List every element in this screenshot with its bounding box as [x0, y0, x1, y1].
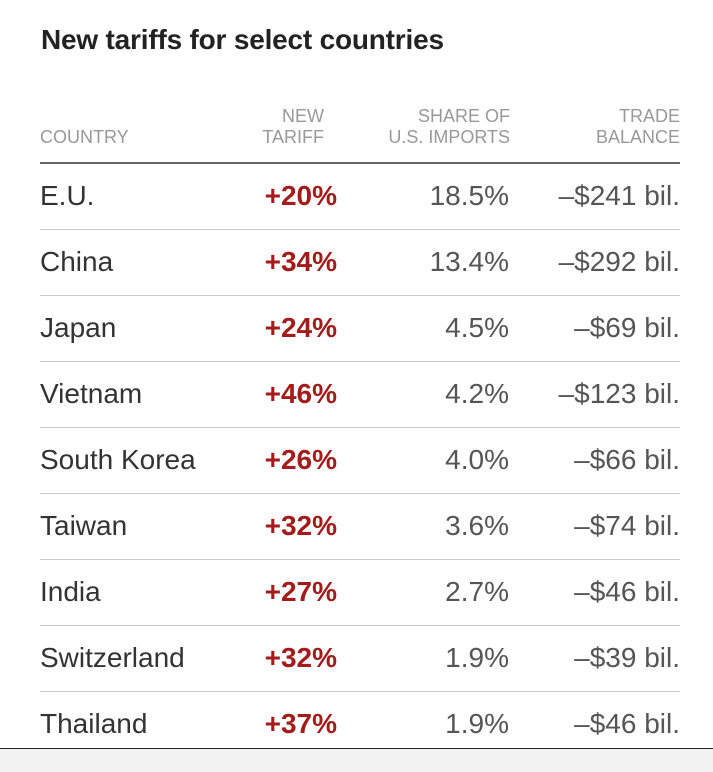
import-share-cell: 3.6%	[445, 510, 509, 541]
table-header: COUNTRY NEW TARIFF SHARE OF U.S. IMPORTS…	[40, 106, 680, 164]
header-new-tariff: NEW TARIFF	[262, 106, 324, 147]
trade-balance-cell: –$123 bil.	[558, 378, 680, 409]
header-trade-balance: TRADE BALANCE	[595, 106, 680, 147]
tariff-cell: +20%	[264, 180, 337, 211]
import-share-cell: 18.5%	[429, 180, 509, 211]
import-share-cell: 4.2%	[445, 378, 509, 409]
trade-balance-cell: –$39 bil.	[574, 642, 680, 673]
tariff-cell: +37%	[264, 708, 337, 739]
chart-title: New tariffs for select countries	[41, 24, 444, 55]
country-cell: Taiwan	[40, 510, 128, 541]
table-row: China +34% 13.4% –$292 bil.	[40, 230, 680, 296]
table-row: Thailand +37% 1.9% –$46 bil.	[40, 692, 680, 758]
country-cell: India	[40, 576, 101, 607]
import-share-cell: 13.4%	[429, 246, 509, 277]
trade-balance-cell: –$241 bil.	[558, 180, 680, 211]
country-cell: China	[40, 246, 114, 277]
table-row: India +27% 2.7% –$46 bil.	[40, 560, 680, 626]
tariff-cell: +32%	[264, 642, 337, 673]
tariff-cell: +46%	[264, 378, 337, 409]
import-share-cell: 1.9%	[445, 708, 509, 739]
chart-page: New tariffs for select countries COUNTRY…	[40, 24, 680, 739]
trade-balance-cell: –$66 bil.	[574, 444, 680, 475]
country-cell: E.U.	[40, 180, 95, 211]
trade-balance-cell: –$46 bil.	[574, 576, 680, 607]
trade-balance-cell: –$292 bil.	[558, 246, 680, 277]
table-body: E.U. +20% 18.5% –$241 bil. China +34% 13…	[40, 164, 680, 758]
table-row: Switzerland +32% 1.9% –$39 bil.	[40, 626, 680, 692]
trade-balance-cell: –$46 bil.	[574, 708, 680, 739]
import-share-cell: 4.5%	[445, 312, 509, 343]
table-row: Japan +24% 4.5% –$69 bil.	[40, 296, 680, 362]
header-country: COUNTRY	[40, 127, 129, 147]
trade-balance-cell: –$74 bil.	[574, 510, 680, 541]
trade-balance-cell: –$69 bil.	[574, 312, 680, 343]
country-cell: Switzerland	[40, 642, 185, 673]
import-share-cell: 1.9%	[445, 642, 509, 673]
tariff-cell: +24%	[264, 312, 337, 343]
table-row: Vietnam +46% 4.2% –$123 bil.	[40, 362, 680, 428]
table-row: Taiwan +32% 3.6% –$74 bil.	[40, 494, 680, 560]
tariff-cell: +26%	[264, 444, 337, 475]
header-share-of-imports: SHARE OF U.S. IMPORTS	[388, 106, 510, 147]
country-cell: South Korea	[40, 444, 196, 475]
import-share-cell: 4.0%	[445, 444, 509, 475]
tariff-cell: +34%	[264, 246, 337, 277]
country-cell: Japan	[40, 312, 117, 343]
country-cell: Thailand	[40, 708, 148, 739]
bottom-edge-strip	[0, 748, 713, 772]
table-row: South Korea +26% 4.0% –$66 bil.	[40, 428, 680, 494]
country-cell: Vietnam	[40, 378, 143, 409]
tariff-cell: +27%	[264, 576, 337, 607]
import-share-cell: 2.7%	[445, 576, 509, 607]
tariff-cell: +32%	[264, 510, 337, 541]
table-row: E.U. +20% 18.5% –$241 bil.	[40, 164, 680, 230]
